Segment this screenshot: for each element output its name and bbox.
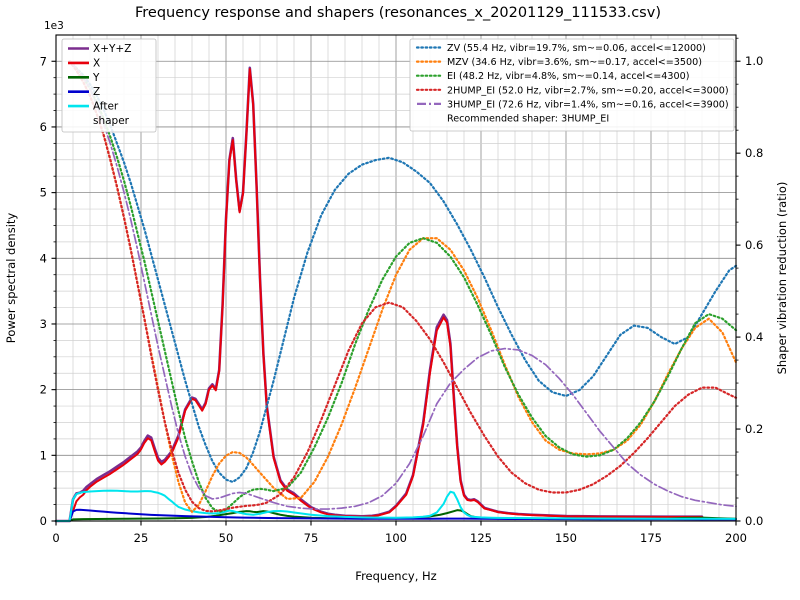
y-tick-label: 1 xyxy=(40,448,47,462)
x-tick-label: 25 xyxy=(134,531,149,545)
psd-legend[interactable]: X+Y+Z XYZ After shaper xyxy=(61,38,157,133)
y-tick-label-right: 0.4 xyxy=(745,330,763,344)
y-tick-label-right: 1.0 xyxy=(745,54,763,68)
legend-label-mzv[interactable]: MZV (34.6 Hz, vibr=3.6%, sm~=0.17, accel… xyxy=(447,57,702,68)
recommended-shaper-note: Recommended shaper: 3HUMP_EI xyxy=(447,114,609,125)
x-tick-label: 150 xyxy=(555,531,577,545)
data-curves xyxy=(54,60,738,523)
y-axis-label: Power spectral density xyxy=(4,213,18,344)
y-tick-label: 5 xyxy=(40,186,47,200)
legend-label-psd[interactable]: X xyxy=(93,57,100,69)
legend-label-3hump_ei[interactable]: 3HUMP_EI (72.6 Hz, vibr=1.4%, sm~=0.16, … xyxy=(447,99,729,110)
x-axis-label: Frequency, Hz xyxy=(355,569,436,583)
shaper-curve-mzv xyxy=(68,60,738,513)
x-tick-label: 175 xyxy=(640,531,662,545)
chart-title: Frequency response and shapers (resonanc… xyxy=(135,5,661,21)
legend-label-psd[interactable]: X+Y+Z xyxy=(93,43,131,55)
legend-label-psd[interactable]: Y xyxy=(92,72,100,84)
x-tick-label: 100 xyxy=(385,531,407,545)
psd-curve-x xyxy=(55,68,703,522)
shaper-curve-3hump_ei xyxy=(68,60,737,510)
legend-label-2hump_ei[interactable]: 2HUMP_EI (52.0 Hz, vibr=2.7%, sm~=0.20, … xyxy=(447,85,729,96)
y-tick-label: 3 xyxy=(40,317,47,331)
y-tick-label-right: 0.0 xyxy=(745,514,763,528)
shaper-curve-zv xyxy=(68,60,738,484)
legend-label-zv[interactable]: ZV (55.4 Hz, vibr=19.7%, sm~=0.06, accel… xyxy=(447,43,706,54)
tick-labels: 0 25 50 75 100 125 150 175 200 0 1 2 3 4 5 6 7 0.0 0.2 0.4 0… xyxy=(40,54,764,545)
y-tick-label: 2 xyxy=(40,383,47,397)
x-tick-label: 75 xyxy=(304,531,319,545)
axes xyxy=(51,34,741,526)
legend-label-psd[interactable]: After xyxy=(93,101,119,113)
x-tick-label: 50 xyxy=(219,531,234,545)
legend-label-psd[interactable]: Z xyxy=(93,86,100,98)
y-tick-label: 6 xyxy=(40,120,47,134)
y-axis-offset-text: 1e3 xyxy=(44,20,64,32)
legend-label-ei[interactable]: EI (48.2 Hz, vibr=4.8%, sm~=0.14, accel<… xyxy=(447,71,689,82)
y-tick-label: 7 xyxy=(40,54,47,68)
y-tick-label-right: 0.2 xyxy=(745,422,763,436)
y-tick-label: 4 xyxy=(40,251,47,265)
x-tick-label: 0 xyxy=(52,531,59,545)
legend-label-psd[interactable]: shaper xyxy=(93,115,130,127)
x-tick-label: 200 xyxy=(725,531,747,545)
x-tick-label: 125 xyxy=(470,531,492,545)
y-axis-label-right: Shaper vibration reduction (ratio) xyxy=(775,182,789,375)
y-tick-label: 0 xyxy=(40,514,47,528)
shaper-curve-ei xyxy=(68,60,738,513)
y-tick-label-right: 0.8 xyxy=(745,146,763,160)
shaper-legend[interactable]: ZV (55.4 Hz, vibr=19.7%, sm~=0.06, accel… xyxy=(409,38,735,132)
y-tick-label-right: 0.6 xyxy=(745,238,763,252)
psd-curve-after-shaper xyxy=(55,489,737,522)
shaper-curve-2hump_ei xyxy=(68,60,738,513)
psd-curve-z xyxy=(55,508,737,522)
